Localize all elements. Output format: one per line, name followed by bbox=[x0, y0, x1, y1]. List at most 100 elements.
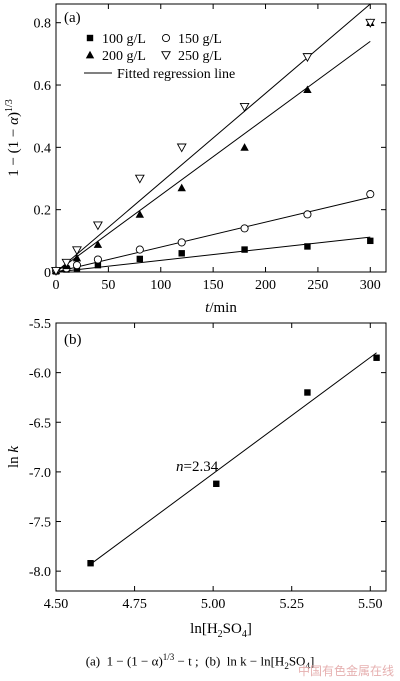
caption-b-formula: ln k − ln[H bbox=[226, 653, 285, 669]
panel-b-frame bbox=[55, 322, 387, 592]
legend-label: 150 g/L bbox=[178, 32, 222, 47]
x-tick-label: 100 bbox=[150, 278, 171, 293]
y-tick-label: 0 bbox=[44, 266, 51, 281]
data-point-series-3 bbox=[302, 53, 313, 63]
legend-marker bbox=[86, 34, 94, 42]
legend-label: 100 g/L bbox=[102, 32, 146, 47]
data-point-series-0 bbox=[178, 250, 185, 257]
data-point-series-1 bbox=[72, 261, 82, 270]
x-tick-label: 5.50 bbox=[358, 597, 383, 612]
data-point-series-2 bbox=[93, 240, 103, 248]
panel-b-annotation: n=2.34 bbox=[176, 459, 219, 475]
x-tick-label: 4.75 bbox=[122, 597, 147, 612]
data-point-series-3 bbox=[51, 266, 61, 276]
x-tick-label: 250 bbox=[307, 278, 328, 293]
data-point-series-3 bbox=[71, 246, 82, 256]
data-point-series-3 bbox=[134, 174, 145, 184]
legend-label: 200 g/L bbox=[102, 49, 146, 64]
panel-a-label: (a) bbox=[64, 10, 81, 26]
data-point-series-1 bbox=[177, 238, 186, 247]
y-tick-label: 0.2 bbox=[34, 204, 52, 219]
x-tick-label: 5.00 bbox=[201, 597, 226, 612]
legend-marker bbox=[161, 51, 171, 61]
x-tick-label: 4.50 bbox=[44, 597, 69, 612]
data-point-series-3 bbox=[61, 258, 72, 268]
legend-fit-label: Fitted regression line bbox=[117, 67, 235, 82]
panel-b-y-ticks: -5.5 -6.0 -6.5 -7.0 -7.5 -8.0 bbox=[29, 317, 386, 580]
fit-line-1 bbox=[55, 196, 371, 273]
y-tick-label: 0.6 bbox=[34, 79, 52, 94]
caption-a-formula: 1 − (1 − α) bbox=[106, 653, 163, 669]
panel-a-x-axis-label: t/min bbox=[205, 300, 237, 316]
x-tick-label: 200 bbox=[255, 278, 276, 293]
panel-b-points bbox=[87, 354, 380, 567]
y-tick-label: -6.5 bbox=[29, 416, 51, 431]
caption-b-sub2: 4 bbox=[305, 660, 310, 671]
x-tick-label: 300 bbox=[360, 278, 381, 293]
panel-a-y-axis-label: 1 − (1 − α)1/3 bbox=[4, 99, 22, 177]
y-tick-label: -6.0 bbox=[29, 367, 51, 382]
y-tick-label: 0.4 bbox=[34, 141, 52, 156]
data-point-series-3 bbox=[365, 18, 376, 28]
y-tick-label: 0.8 bbox=[34, 17, 52, 32]
x-tick-label: 0 bbox=[53, 278, 60, 293]
data-point bbox=[213, 480, 220, 487]
data-point bbox=[373, 354, 380, 361]
caption-b-tail: SO bbox=[288, 653, 306, 669]
data-point-series-1 bbox=[366, 190, 375, 199]
data-point bbox=[87, 560, 94, 567]
y-tick-label: -7.0 bbox=[29, 466, 51, 481]
y-tick-label: -7.5 bbox=[29, 516, 51, 531]
data-point-series-3 bbox=[176, 143, 187, 153]
data-point-series-0 bbox=[94, 261, 102, 269]
x-tick-label: 150 bbox=[203, 278, 224, 293]
caption-a-label: (a) bbox=[85, 653, 101, 669]
data-point-series-2 bbox=[177, 183, 186, 192]
data-point-series-0 bbox=[136, 255, 144, 263]
y-tick-label: -5.5 bbox=[29, 317, 51, 332]
panel-a: (a) 0 50 100 150 200 250 300 0 0.2 0.4 0.6 0.8 100… bbox=[4, 3, 387, 316]
panel-b-x-ticks: 4.50 4.75 5.00 5.25 5.50 bbox=[44, 323, 383, 612]
legend-label: 250 g/L bbox=[178, 49, 222, 64]
legend-marker bbox=[161, 33, 171, 43]
panel-b-x-axis-label: ln[H2SO4] bbox=[190, 621, 252, 640]
panel-b-y-axis-label: ln k bbox=[6, 446, 22, 468]
data-point-series-2 bbox=[303, 85, 312, 94]
fit-line-0 bbox=[55, 236, 371, 273]
caption-b-sub: 2 bbox=[284, 660, 289, 671]
data-point-series-0 bbox=[367, 237, 374, 245]
fit-line-2 bbox=[55, 40, 371, 273]
data-point-series-1 bbox=[240, 224, 249, 233]
panel-a-fit-lines bbox=[55, 3, 371, 273]
data-point-series-2 bbox=[72, 253, 82, 262]
data-point-series-2 bbox=[135, 210, 145, 218]
caption-a-tail: − t ; bbox=[174, 653, 199, 669]
data-point-series-1 bbox=[303, 210, 312, 219]
x-tick-label: 50 bbox=[101, 278, 115, 293]
data-point-series-1 bbox=[135, 245, 144, 254]
fit-line bbox=[90, 352, 377, 565]
data-point-series-3 bbox=[239, 103, 250, 112]
panel-a-legend: 100 g/L 150 g/L 200 g/L 250 g/L Fitted regre… bbox=[84, 32, 235, 82]
panel-b-fit-line bbox=[90, 352, 377, 565]
fit-line-3 bbox=[55, 3, 371, 273]
watermark: 中国有色金属在线 bbox=[297, 664, 394, 678]
caption-b-close: ] bbox=[309, 653, 315, 669]
data-point-series-3 bbox=[92, 221, 103, 231]
figure-caption: (a) 1 − (1 − α)1/3 − t ; (b) ln k − ln[H… bbox=[0, 652, 400, 671]
panel-a-frame bbox=[55, 3, 387, 273]
x-tick-label: 5.25 bbox=[279, 597, 304, 612]
panel-a-y-ticks: 0 0.2 0.4 0.6 0.8 bbox=[34, 17, 386, 281]
panel-a-x-ticks: 0 50 100 150 200 250 300 bbox=[53, 4, 381, 293]
panel-a-points bbox=[51, 18, 376, 276]
data-point-series-2 bbox=[240, 143, 249, 151]
data-point bbox=[304, 389, 311, 396]
panel-b: (b) 4.50 4.75 5.00 5.25 5.50 -5.5 -6.0 -6.5 -7.… bbox=[6, 317, 387, 640]
data-point-series-0 bbox=[304, 243, 311, 250]
y-tick-label: -8.0 bbox=[29, 565, 51, 580]
caption-a-exp: 1/3 bbox=[162, 652, 175, 662]
legend-marker bbox=[85, 50, 95, 59]
panel-b-label: (b) bbox=[64, 332, 82, 348]
caption-b-label: (b) bbox=[205, 653, 221, 669]
